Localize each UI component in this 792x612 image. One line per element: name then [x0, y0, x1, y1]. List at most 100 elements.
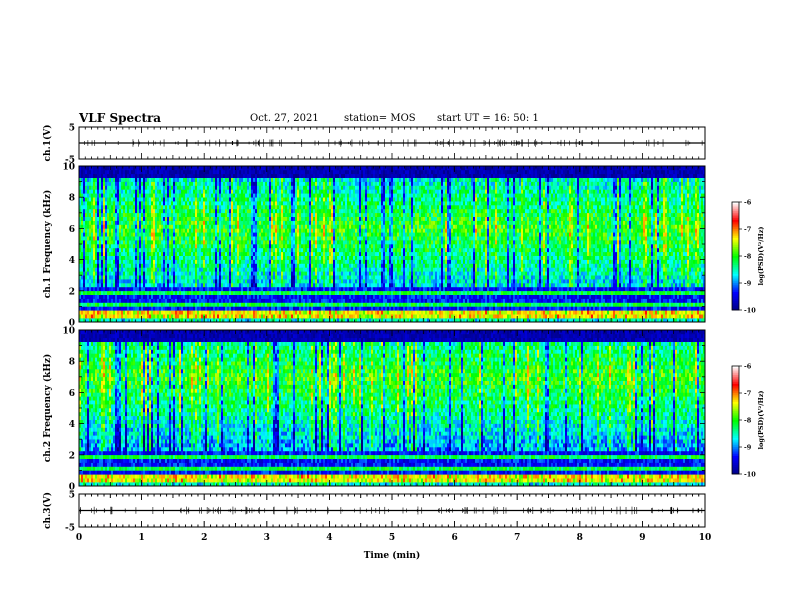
spectrogram-cell [307, 251, 310, 256]
spectrogram-cell [273, 244, 276, 249]
spectrogram-cell [119, 286, 122, 292]
spectrogram-cell [283, 302, 286, 307]
spectrogram-cell [217, 306, 220, 311]
spectrogram-cell [113, 275, 116, 280]
spectrogram-cell [109, 177, 112, 182]
spectrogram-cell [245, 173, 248, 178]
spectrogram-cell [111, 294, 114, 299]
spectrogram-cell [211, 314, 214, 319]
spectrogram-cell [239, 212, 242, 217]
spectrogram-cell [113, 314, 116, 319]
spectrogram-cell [239, 255, 242, 260]
spectrogram-cell [195, 201, 198, 206]
spectrogram-cell [81, 212, 84, 217]
spectrogram-cell [279, 275, 282, 280]
spectrogram-cell [305, 244, 308, 249]
spectrogram-cell [199, 220, 202, 225]
spectrogram-cell [191, 169, 194, 175]
spectrogram-cell [115, 220, 118, 225]
spectrogram-cell [271, 283, 274, 288]
spectrogram-cell [307, 240, 310, 245]
spectrogram-cell [123, 318, 126, 323]
spectrogram-cell [315, 283, 318, 288]
spectrogram-cell [81, 283, 84, 288]
spectrogram-cell [171, 247, 174, 253]
spectrogram-cell [267, 267, 270, 272]
spectrogram-cell [217, 212, 220, 217]
spectrogram-cell [279, 166, 282, 171]
spectrogram-cell [227, 271, 230, 276]
spectrogram-cell [185, 314, 188, 319]
spectrogram-cell [309, 216, 312, 221]
spectrogram-cell [197, 290, 200, 295]
spectrogram-cell [111, 259, 114, 264]
spectrogram-cell [79, 205, 82, 210]
spectrogram-cell [297, 193, 300, 198]
spectrogram-cell [249, 247, 252, 253]
spectrogram-cell [163, 283, 166, 288]
spectrogram-cell [221, 236, 224, 241]
spectrogram-cell [151, 279, 154, 284]
spectrogram-cell [319, 185, 322, 190]
spectrogram-cell [81, 314, 84, 319]
spectrogram-cell [193, 208, 196, 214]
spectrogram-cell [177, 247, 180, 253]
spectrogram-cell [135, 212, 138, 217]
spectrogram-cell [123, 259, 126, 264]
spectrogram-cell [111, 267, 114, 272]
spectrogram-cell [91, 314, 94, 319]
spectrogram-cell [159, 228, 162, 233]
spectrogram-cell [173, 197, 176, 202]
spectrogram-cell [315, 244, 318, 249]
spectrogram-cell [135, 224, 138, 229]
spectrogram-cell [295, 212, 298, 217]
spectrogram-cell [103, 275, 106, 280]
spectrogram-cell [121, 314, 124, 319]
spectrogram-cell [283, 205, 286, 210]
spectrogram-cell [289, 247, 292, 253]
spectrogram-cell [315, 232, 318, 237]
spectrogram-cell [173, 177, 176, 182]
spectrogram-cell [177, 220, 180, 225]
spectrogram-cell [127, 212, 130, 217]
spectrogram-cell [267, 255, 270, 260]
spectrogram-cell [197, 279, 200, 284]
spectrogram-cell [109, 255, 112, 260]
spectrogram-cell [81, 318, 84, 323]
spectrogram-cell [103, 306, 106, 311]
spectrogram-cell [79, 244, 82, 249]
spectrogram-cell [143, 263, 146, 268]
spectrogram-cell [133, 228, 136, 233]
spectrogram-cell [297, 306, 300, 311]
spectrogram-cell [127, 318, 130, 323]
spectrogram-cell [221, 247, 224, 253]
spectrogram-cell [193, 173, 196, 178]
spectrogram-cell [217, 169, 220, 175]
spectrogram-cell [317, 279, 320, 284]
spectrogram-cell [141, 244, 144, 249]
spectrogram-cell [273, 290, 276, 295]
spectrogram-cell [173, 228, 176, 233]
spectrogram-cell [101, 271, 104, 276]
spectrogram-cell [105, 197, 108, 202]
spectrogram-cell [153, 306, 156, 311]
spectrogram-cell [107, 255, 110, 260]
spectrogram-cell [117, 271, 120, 276]
spectrogram-cell [193, 263, 196, 268]
spectrogram-cell [105, 263, 108, 268]
spectrogram-cell [203, 201, 206, 206]
spectrogram-cell [119, 255, 122, 260]
spectrogram-cell [249, 212, 252, 217]
spectrogram-cell [167, 294, 170, 299]
spectrogram-cell [81, 201, 84, 206]
spectrogram-cell [117, 212, 120, 217]
spectrogram-cell [219, 212, 222, 217]
spectrogram-cell [137, 267, 140, 272]
spectrogram-cell [95, 208, 98, 214]
spectrogram-cell [307, 197, 310, 202]
spectrogram-cell [205, 232, 208, 237]
spectrogram-cell [225, 166, 228, 171]
spectrogram-cell [317, 189, 320, 194]
spectrogram-cell [165, 216, 168, 221]
spectrogram-cell [287, 267, 290, 272]
